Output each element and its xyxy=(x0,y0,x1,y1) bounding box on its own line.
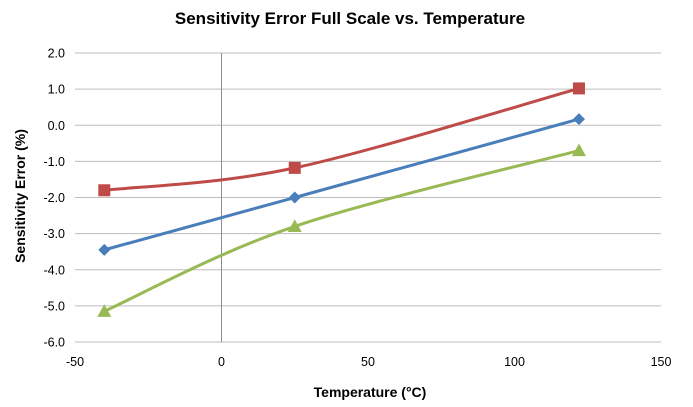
y-tick-label: -2.0 xyxy=(43,191,65,205)
x-tick-label: 100 xyxy=(504,355,525,369)
chart-title: Sensitivity Error Full Scale vs. Tempera… xyxy=(175,9,525,28)
data-point-triangle xyxy=(287,219,302,232)
grid xyxy=(75,52,661,343)
x-axis-title: Temperature (°C) xyxy=(314,384,427,400)
series-line xyxy=(103,149,580,313)
series-line xyxy=(103,117,580,252)
y-tick-label: -3.0 xyxy=(43,227,65,241)
data-point-diamond xyxy=(288,191,301,204)
data-point-diamond xyxy=(98,243,111,256)
x-tick-label: 50 xyxy=(361,355,375,369)
y-tick-label: -6.0 xyxy=(43,336,65,350)
y-tick-label: -1.0 xyxy=(43,155,65,169)
y-axis-title: Sensitivity Error (%) xyxy=(12,129,28,263)
y-tick-label: -4.0 xyxy=(43,263,65,277)
y-tick-label: 2.0 xyxy=(48,47,65,61)
x-tick-label: -50 xyxy=(66,355,84,369)
plot-area xyxy=(97,82,586,317)
x-tick-label: 150 xyxy=(651,355,672,369)
data-point-square xyxy=(288,161,301,174)
y-tick-label: 1.0 xyxy=(48,83,65,97)
x-tick-label: 0 xyxy=(218,355,225,369)
data-point-triangle xyxy=(571,143,586,157)
tick-labels: 2.0 1.0 0.0 -1.0 -2.0 -3.0 -4.0 -5.0 -6.0-50 0 50 1… xyxy=(43,47,671,370)
data-point-diamond xyxy=(572,113,585,126)
y-tick-label: -5.0 xyxy=(43,299,65,313)
data-point-square xyxy=(572,82,585,95)
y-tick-label: 0.0 xyxy=(48,119,65,133)
data-point-square xyxy=(98,184,111,197)
series-line xyxy=(104,86,580,192)
data-point-triangle xyxy=(97,304,112,317)
